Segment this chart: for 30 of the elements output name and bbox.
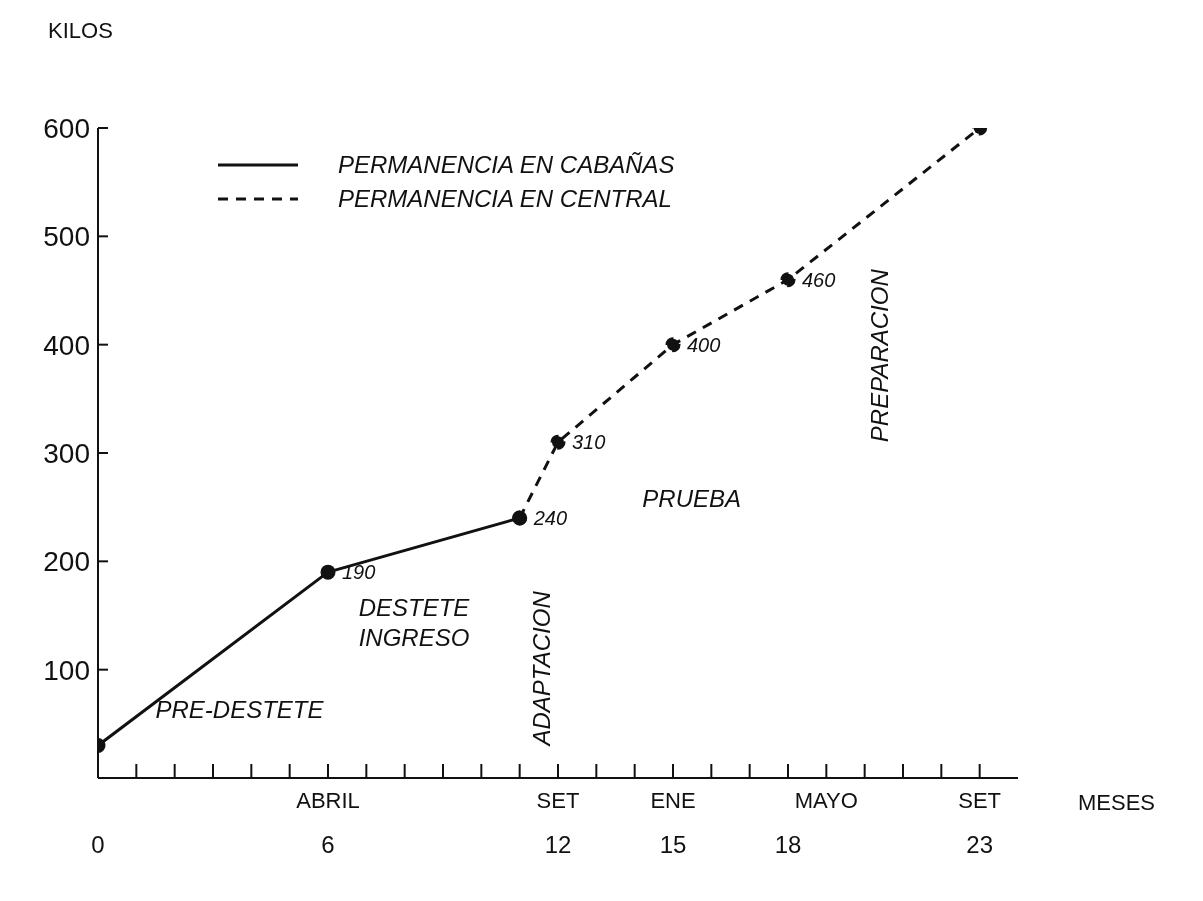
text: ENE bbox=[650, 788, 696, 813]
annotation: DESTETE INGRESO bbox=[358, 593, 471, 651]
annotation: PRE-DESTETE bbox=[155, 696, 325, 724]
annotation: ADAPTACION bbox=[528, 590, 556, 748]
x-tick-label: 6 bbox=[321, 831, 335, 859]
text: SET bbox=[536, 788, 580, 813]
y-tick-label: 400 bbox=[43, 329, 90, 361]
x-tick-label: 12 bbox=[544, 831, 572, 859]
x-tick-label: 0 bbox=[91, 831, 105, 859]
data-label: 240 bbox=[532, 507, 568, 530]
data-label: 460 bbox=[802, 268, 836, 291]
legend-label: PERMANENCIA EN CABAÑAS bbox=[338, 151, 675, 179]
y-tick-label: 200 bbox=[43, 546, 90, 578]
y-tick-label: 100 bbox=[43, 654, 90, 686]
text: SET bbox=[958, 788, 1002, 813]
text: ABRIL bbox=[296, 788, 360, 813]
x-axis-title: MESES bbox=[1078, 790, 1156, 816]
y-tick-label: 600 bbox=[43, 112, 90, 144]
x-tick-label: 23 bbox=[966, 831, 994, 859]
data-label: 400 bbox=[687, 333, 721, 356]
annotation: PREPARACION bbox=[865, 268, 893, 443]
legend-label: PERMANENCIA EN CENTRAL bbox=[338, 185, 672, 213]
annotation: PRUEBA bbox=[642, 485, 742, 513]
data-label: 310 bbox=[572, 431, 606, 454]
text: MAYO bbox=[794, 788, 858, 813]
y-tick-label: 500 bbox=[43, 221, 90, 253]
x-tick-label: 18 bbox=[774, 831, 802, 859]
x-tick-label: 15 bbox=[659, 831, 687, 859]
y-axis-title: KILOS bbox=[48, 18, 113, 44]
y-tick-label: 300 bbox=[43, 437, 90, 469]
